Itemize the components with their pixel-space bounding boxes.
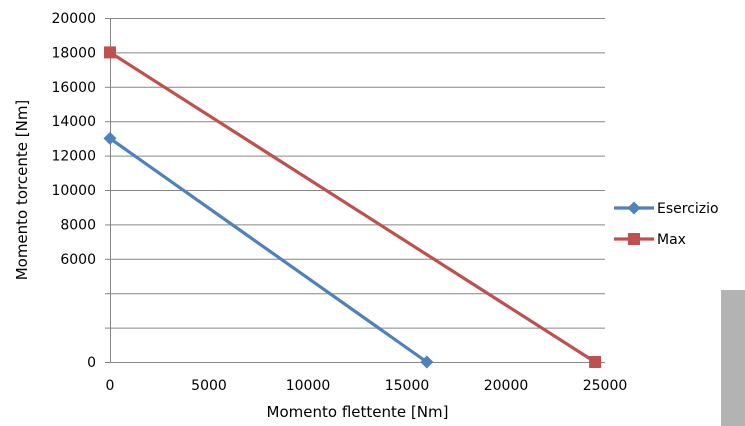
y-tick-label: 0 — [87, 355, 96, 371]
y-tick-label: 8000 — [60, 217, 96, 233]
x-tick-label: 15000 — [385, 378, 430, 394]
series-layer — [103, 46, 602, 369]
legend-label-esercizio: Esercizio — [657, 201, 719, 217]
data-point-esercizio — [420, 355, 434, 369]
legend-label-max: Max — [657, 232, 686, 248]
series-line-esercizio — [109, 137, 428, 364]
series-line-max — [109, 51, 596, 364]
legend: Esercizio Max — [614, 201, 719, 248]
x-tick-label: 0 — [106, 378, 115, 394]
y-tick-label: 18000 — [51, 45, 96, 61]
y-tick-label: 6000 — [60, 252, 96, 268]
y-tick-label: 14000 — [51, 114, 96, 130]
legend-marker-esercizio — [627, 201, 641, 215]
side-panel-tab — [721, 290, 745, 426]
x-tick-label: 10000 — [286, 378, 331, 394]
y-axis-title: Momento torcente [Nm] — [13, 100, 31, 281]
data-point-esercizio — [103, 131, 117, 145]
grid-lines — [110, 18, 605, 329]
x-tick-label: 20000 — [484, 378, 529, 394]
x-axis-title: Momento flettente [Nm] — [267, 403, 449, 421]
y-tick-label: 10000 — [51, 183, 96, 199]
y-tick-label: 12000 — [51, 149, 96, 165]
y-tick-label: 16000 — [51, 80, 96, 96]
legend-marker-max — [628, 233, 640, 245]
data-point-max — [589, 356, 602, 368]
y-tick-label: 20000 — [51, 11, 96, 27]
x-tick-label: 25000 — [583, 378, 628, 394]
tick-labels: 0 6000 8000 10000 12000 14000 16000 18000 20000 0… — [51, 11, 627, 394]
axes — [105, 18, 605, 363]
data-point-max — [104, 46, 116, 59]
x-tick-label: 5000 — [191, 378, 227, 394]
